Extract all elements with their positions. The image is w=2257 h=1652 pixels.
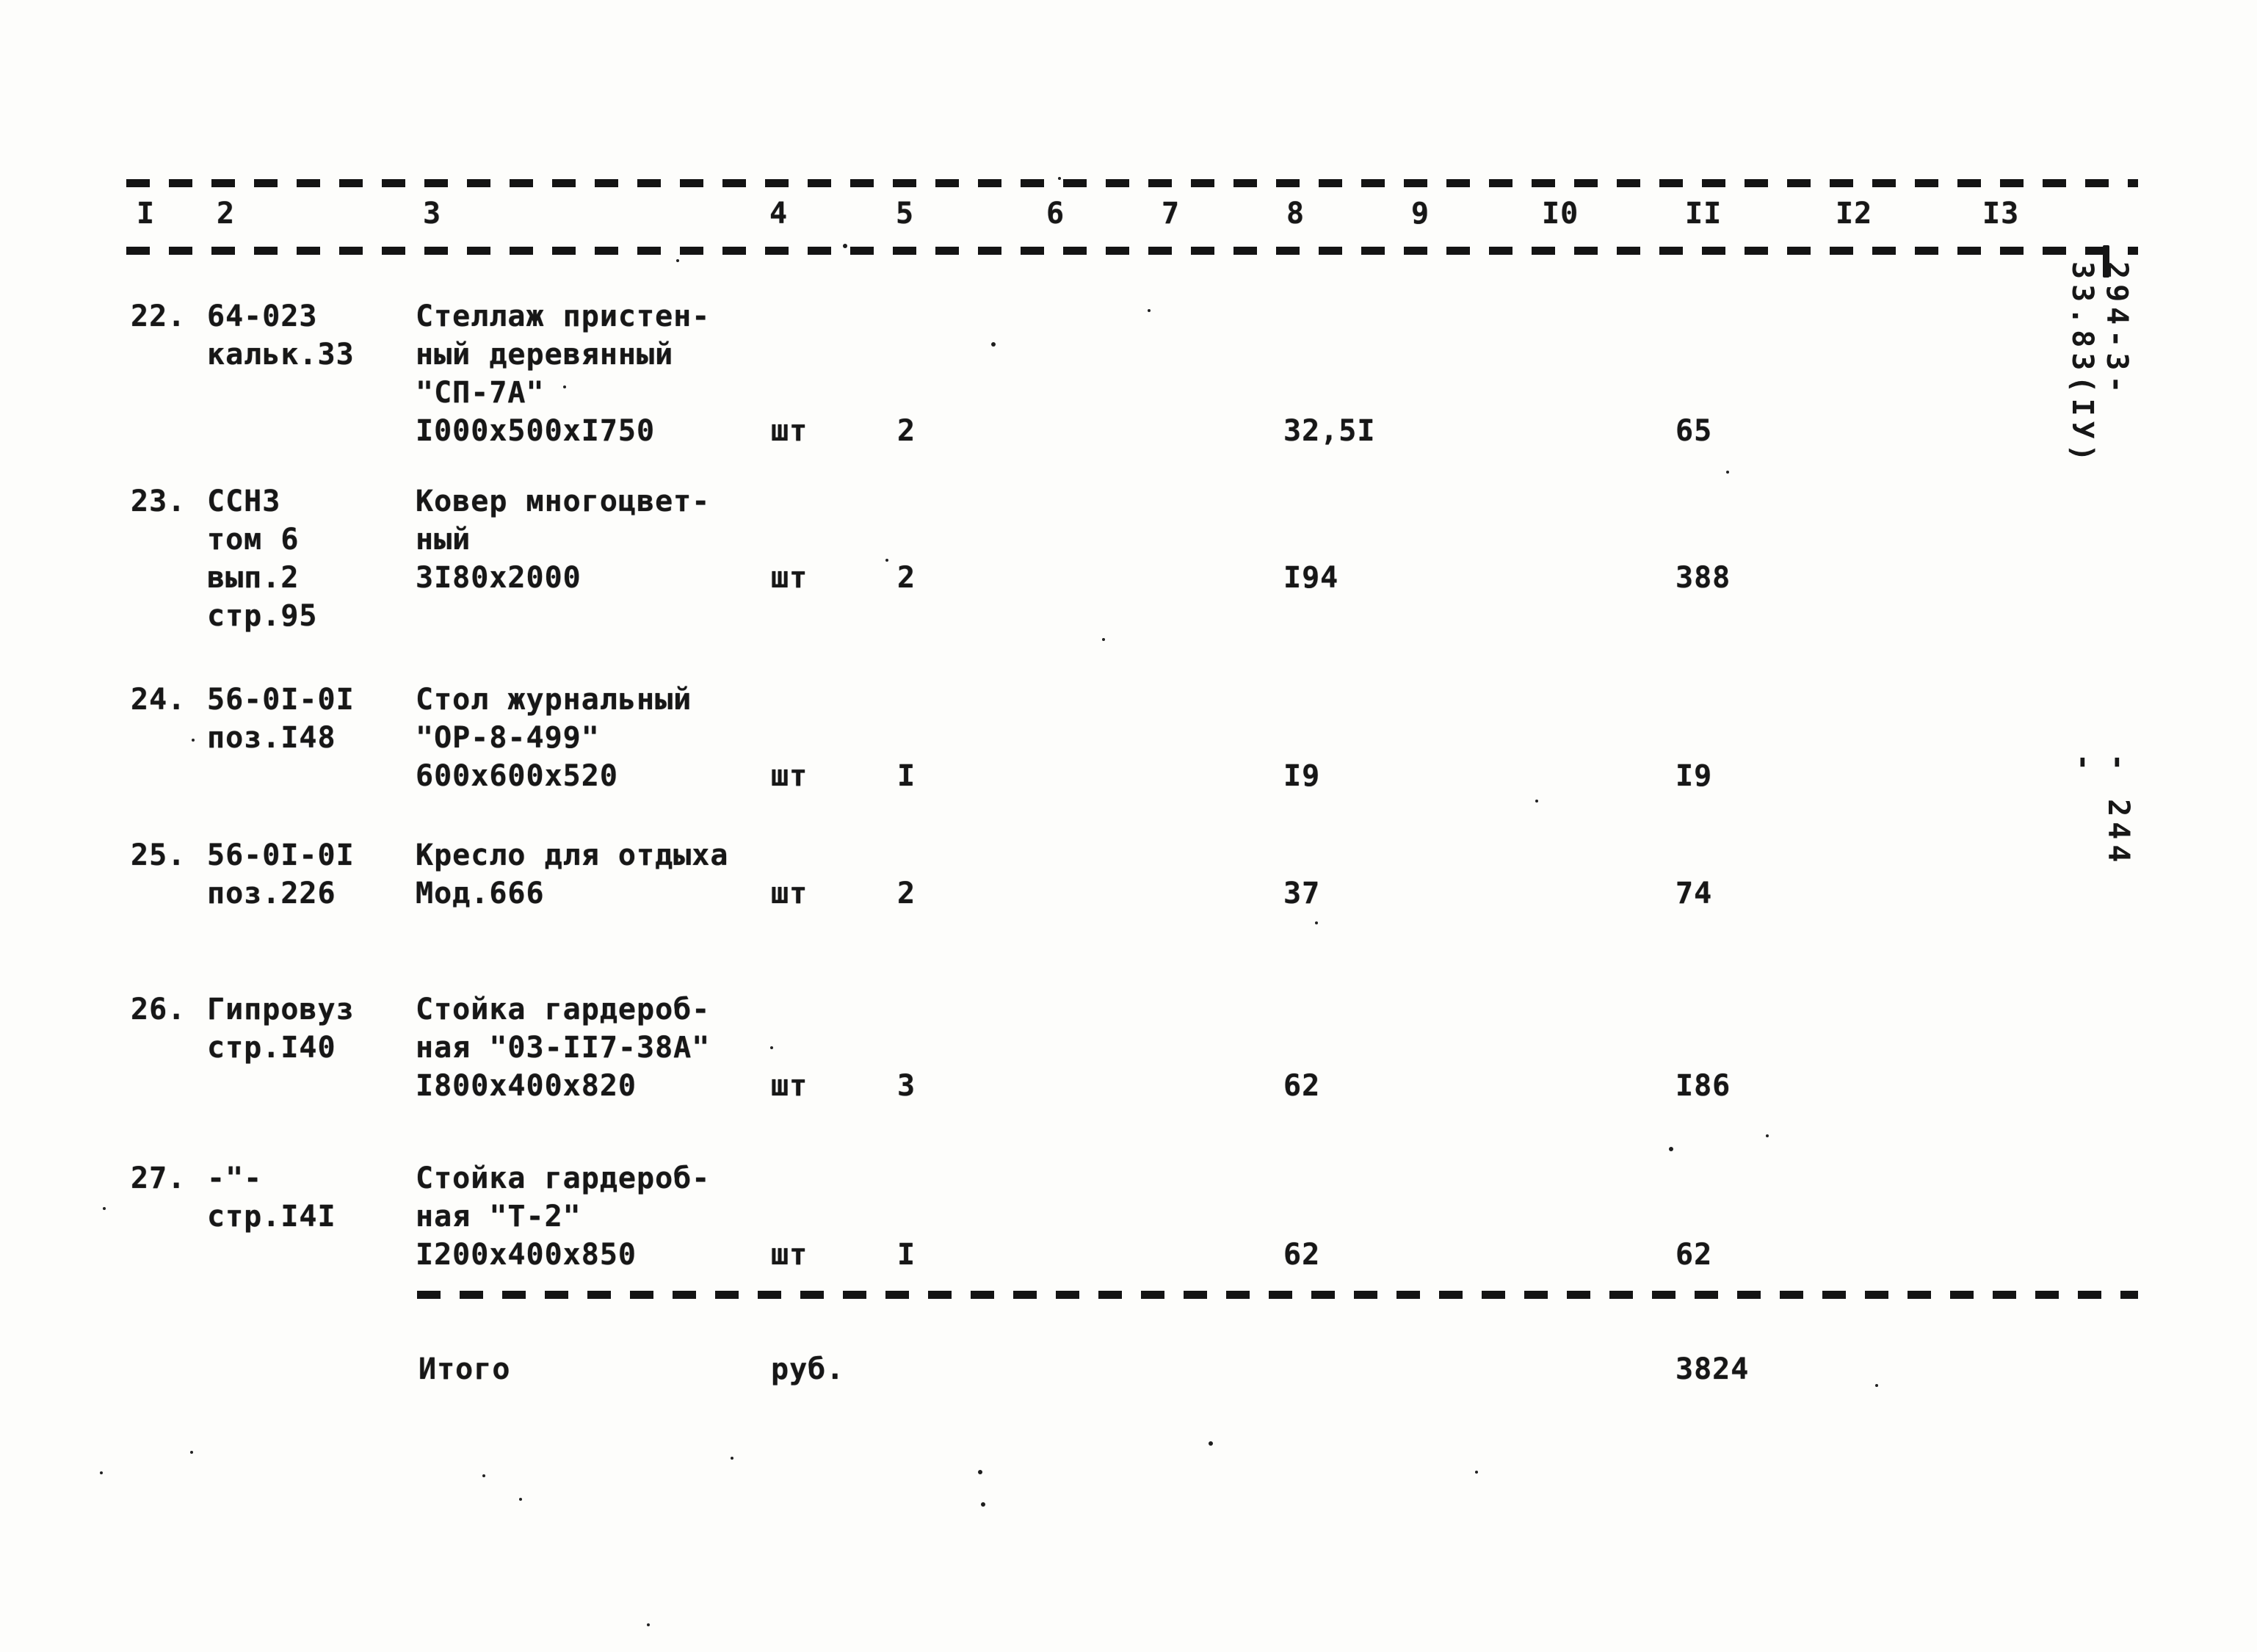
name-line: I000х500хI750 <box>416 414 656 448</box>
name-line: "ОР-8-499" <box>416 721 600 755</box>
qty-cell: I <box>897 1238 916 1272</box>
row-number: 26. <box>131 993 186 1026</box>
table-row: 24. 56-0I-0I поз.I48 Стол журнальный "ОР-8-4… <box>0 683 2257 793</box>
source-line: ССНЗ <box>207 485 281 518</box>
price-cell: 32,5I <box>1283 414 1376 448</box>
name-line: 3I80х2000 <box>416 561 582 595</box>
qty-cell: 2 <box>897 561 916 595</box>
name-line: ная "Т-2" <box>416 1200 582 1233</box>
column-header: I0 <box>1542 197 1579 231</box>
column-header: 4 <box>769 197 789 231</box>
table-row: 25. 56-0I-0I поз.226 Кресло для отдыха Мод.6… <box>0 838 2257 910</box>
totals-value: 3824 <box>1675 1352 1750 1386</box>
name-line: Кресло для отдыха <box>416 838 729 872</box>
source-line: стр.I4I <box>207 1200 336 1233</box>
name-line: Стол журнальный <box>416 683 692 717</box>
name-line: I800х400х820 <box>416 1069 637 1103</box>
column-header: I2 <box>1836 197 1873 231</box>
total-cell: 65 <box>1675 414 1713 448</box>
column-header: 8 <box>1286 197 1305 231</box>
total-cell: 62 <box>1675 1238 1713 1272</box>
name-line: Стойка гардероб- <box>416 993 711 1026</box>
table-header-bottom-dashed-rule <box>126 247 2138 255</box>
unit-cell: шт <box>771 414 808 448</box>
price-cell: 62 <box>1283 1238 1321 1272</box>
source-line: том 6 <box>207 523 300 557</box>
row-number: 24. <box>131 683 186 717</box>
price-cell: 62 <box>1283 1069 1321 1103</box>
qty-cell: 3 <box>897 1069 916 1103</box>
totals-unit: руб. <box>771 1352 845 1386</box>
total-cell: 74 <box>1675 877 1713 910</box>
source-line: -"- <box>207 1162 263 1195</box>
column-header: 9 <box>1411 197 1430 231</box>
row-number: 22. <box>131 300 186 333</box>
source-line: 56-0I-0I <box>207 838 355 872</box>
qty-cell: 2 <box>897 414 916 448</box>
row-number: 23. <box>131 485 186 518</box>
totals-label: Итого <box>419 1352 511 1386</box>
column-header: 5 <box>896 197 915 231</box>
document-code-vertical: 294-3-33.83(IУ) <box>2065 261 2134 467</box>
unit-cell: шт <box>771 1238 808 1272</box>
name-line: ная "03-II7-38А" <box>416 1031 711 1065</box>
column-header: 2 <box>217 197 236 231</box>
name-line: ный <box>416 523 471 557</box>
page-number-vertical: - 244 - <box>2067 753 2135 868</box>
name-line: Ковер многоцвет- <box>416 485 711 518</box>
column-header: 6 <box>1046 197 1065 231</box>
source-line: 56-0I-0I <box>207 683 355 717</box>
column-header: II <box>1685 197 1722 231</box>
source-line: 64-023 <box>207 300 318 333</box>
name-line: Стойка гардероб- <box>416 1162 711 1195</box>
source-line: поз.226 <box>207 877 336 910</box>
table-footer-dashed-rule <box>417 1291 2138 1299</box>
name-line: Стеллаж пристен- <box>416 300 711 333</box>
column-header: 7 <box>1162 197 1181 231</box>
unit-cell: шт <box>771 877 808 910</box>
source-line: кальк.33 <box>207 338 355 372</box>
table-top-dashed-rule <box>126 179 2138 187</box>
source-line: поз.I48 <box>207 721 336 755</box>
row-number: 25. <box>131 838 186 872</box>
total-cell: 388 <box>1675 561 1731 595</box>
price-cell: 37 <box>1283 877 1321 910</box>
name-line: 600х600х520 <box>416 759 618 793</box>
unit-cell: шт <box>771 1069 808 1103</box>
source-line: стр.I40 <box>207 1031 336 1065</box>
qty-cell: I <box>897 759 916 793</box>
total-cell: I9 <box>1675 759 1713 793</box>
total-cell: I86 <box>1675 1069 1731 1103</box>
unit-cell: шт <box>771 759 808 793</box>
price-cell: I94 <box>1283 561 1339 595</box>
name-line: ный деревянный <box>416 338 674 372</box>
column-header: I3 <box>1982 197 2020 231</box>
row-number: 27. <box>131 1162 186 1195</box>
name-line: "СП-7А" <box>416 376 545 410</box>
source-line: Гипровуз <box>207 993 355 1026</box>
qty-cell: 2 <box>897 877 916 910</box>
margin-tick-mark <box>2103 245 2109 278</box>
name-line: Мод.666 <box>416 877 545 910</box>
column-header: I <box>137 197 156 231</box>
column-header: 3 <box>423 197 442 231</box>
name-line: I200х400х850 <box>416 1238 637 1272</box>
source-line: стр.95 <box>207 599 318 633</box>
source-line: вып.2 <box>207 561 300 595</box>
price-cell: I9 <box>1283 759 1321 793</box>
unit-cell: шт <box>771 561 808 595</box>
